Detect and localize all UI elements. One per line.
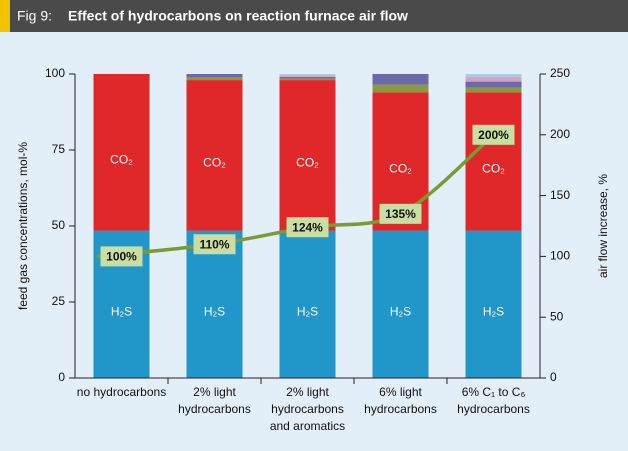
bar-segment: [279, 74, 336, 76]
bar-segment: [279, 75, 336, 78]
y2-tick-label: 100: [550, 249, 570, 263]
x-tick-label: and aromatics: [270, 419, 345, 433]
segment-label: CO₂: [296, 155, 319, 169]
y2-tick-label: 50: [550, 309, 564, 323]
y2-tick-label: 200: [550, 127, 570, 141]
bar-segment: [279, 80, 336, 231]
segment-label: CO₂: [389, 162, 412, 176]
value-label-box: [286, 217, 329, 238]
segment-label: H₂S: [483, 304, 504, 318]
figure-label: Fig 9:: [17, 8, 52, 24]
x-tick-label: hydrocarbons: [457, 402, 530, 416]
segment-label: CO₂: [482, 162, 505, 176]
x-tick-label: 6% light: [379, 385, 422, 399]
x-tick-label: 6% C₁ to C₆: [462, 385, 526, 399]
y2-tick-label: 0: [550, 370, 557, 384]
segment-label: H₂S: [297, 304, 318, 318]
x-tick-label: hydrocarbons: [271, 402, 344, 416]
segment-label: H₂S: [204, 304, 225, 318]
bar-segment: [279, 78, 336, 81]
bar-segment: [279, 230, 336, 378]
value-label: 124%: [292, 220, 323, 234]
value-label-box: [472, 124, 515, 145]
value-label-box: [100, 246, 143, 267]
bar-segment: [372, 74, 429, 85]
bar-segment: [465, 77, 522, 82]
x-tick-label: hydrocarbons: [364, 402, 437, 416]
y-tick-label: 0: [58, 370, 65, 384]
bar-segment: [372, 84, 429, 93]
y2-tick-label: 250: [550, 66, 570, 80]
y-tick-label: 100: [45, 66, 65, 80]
bar-segment: [186, 230, 243, 378]
value-label: 100%: [106, 250, 137, 264]
value-label: 135%: [385, 207, 416, 221]
segment-label: CO₂: [110, 152, 133, 166]
value-label: 110%: [199, 237, 229, 251]
y-tick-label: 50: [52, 218, 66, 232]
bar-segment: [186, 80, 243, 231]
bar-segment: [465, 87, 522, 93]
x-tick-label: no hydrocarbons: [77, 385, 166, 399]
bar-segment: [465, 92, 522, 231]
bar-segment: [186, 74, 243, 78]
value-label-box: [193, 234, 236, 255]
bar-segment: [465, 81, 522, 88]
segment-label: H₂S: [390, 304, 411, 318]
x-tick-label: 2% light: [193, 385, 236, 399]
header-bar: [0, 0, 628, 32]
bar-segment: [279, 77, 336, 79]
value-label-box: [379, 203, 422, 224]
segment-label: H₂S: [111, 304, 132, 318]
bar-segment: [93, 74, 150, 231]
bar-segment: [372, 230, 429, 378]
segment-label: CO₂: [203, 155, 226, 169]
y-tick-label: 75: [52, 142, 66, 156]
value-label: 200%: [478, 128, 509, 142]
chart-title: Effect of hydrocarbons on reaction furna…: [68, 8, 408, 24]
y-axis-label: feed gas concentrations, mol-%: [16, 142, 30, 310]
bar-segment: [465, 230, 522, 378]
x-tick-label: 2% light: [286, 385, 329, 399]
header-accent: [0, 0, 10, 32]
y-tick-label: 25: [52, 294, 66, 308]
bar-segment: [465, 74, 522, 78]
bar-segment: [186, 77, 243, 81]
y2-axis-label: air flow increase, %: [596, 174, 610, 278]
y2-tick-label: 150: [550, 188, 570, 202]
x-tick-label: hydrocarbons: [178, 402, 251, 416]
